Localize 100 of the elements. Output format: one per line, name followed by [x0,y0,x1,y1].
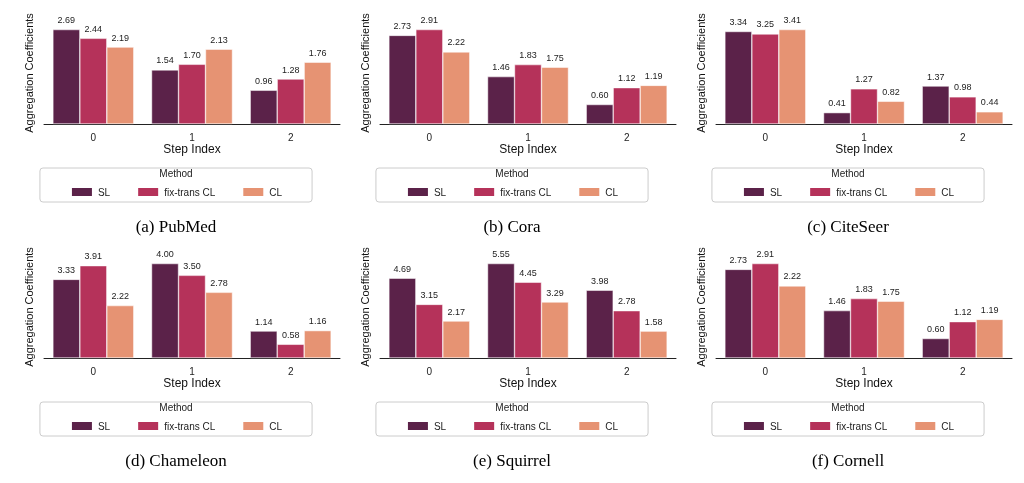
data-label: 3.41 [783,15,802,26]
data-label: 1.75 [882,286,900,297]
data-label: 2.22 [111,291,130,302]
x-tick-label: 2 [623,131,630,143]
data-label: 1.27 [855,74,873,85]
text: (d) Chameleon [125,451,228,470]
data-label: 2.22 [783,271,802,282]
legend-label: SL [769,186,783,198]
x-tick-label: 0 [426,365,433,377]
legend-label: fix-trans CL [836,420,888,432]
x-axis-title: Step Index [835,141,893,156]
x-tick-label: 0 [762,131,769,143]
data-label: 2.22 [447,37,466,48]
x-axis-title: Step Index [499,141,557,156]
x-tick-label: 1 [525,131,532,143]
y-axis-title: Aggregation Coefficients [358,12,371,133]
data-label: 1.19 [980,304,999,315]
data-label: 5.55 [492,249,510,260]
data-label: 3.98 [590,275,609,286]
legend-title: Method [495,401,529,413]
legend-label: fix-trans CL [500,420,552,432]
data-label: 3.33 [57,264,76,275]
data-label: 2.91 [420,15,439,26]
data-label: 2.73 [729,254,748,265]
text: (b) Cora [483,217,542,236]
x-tick-label: 2 [959,131,966,143]
x-axis-title: Step Index [499,375,557,390]
data-label: 2.13 [210,34,228,45]
legend-label: fix-trans CL [500,186,552,198]
legend-label: CL [941,186,955,198]
legend-label: fix-trans CL [164,420,216,432]
legend-title: Method [495,167,529,179]
y-axis-title: Aggregation Coefficients [694,246,707,367]
data-label: 1.46 [492,62,510,73]
x-tick-label: 2 [623,365,630,377]
data-label: 1.14 [254,316,273,327]
data-label: 3.25 [756,19,775,30]
text: (a) PubMed [135,217,217,236]
data-label: 0.41 [828,98,846,109]
x-axis-title: Step Index [163,141,221,156]
legend-title: Method [831,167,865,179]
legend-label: fix-trans CL [836,186,888,198]
x-tick-label: 1 [861,365,868,377]
x-tick-label: 2 [287,131,294,143]
data-label: 2.44 [84,23,103,34]
data-label: 0.98 [953,82,972,93]
x-tick-label: 1 [189,131,196,143]
legend-label: SL [769,420,783,432]
legend-label: SL [97,420,111,432]
x-tick-label: 1 [861,131,868,143]
data-label: 3.29 [546,287,564,298]
data-label: 0.44 [980,97,999,108]
data-label: 0.60 [590,90,609,101]
x-tick-label: 2 [287,365,294,377]
data-label: 1.12 [617,73,636,84]
data-label: 0.60 [926,324,945,335]
x-tick-label: 0 [762,365,769,377]
legend-label: CL [941,420,955,432]
legend-label: SL [97,186,111,198]
legend-title: Method [159,167,193,179]
data-label: 1.16 [308,316,327,327]
legend-label: CL [605,186,619,198]
data-label: 1.76 [308,47,327,58]
data-label: 3.15 [420,289,439,300]
data-label: 1.28 [281,64,300,75]
data-label: 1.58 [644,316,663,327]
x-tick-label: 0 [90,365,97,377]
data-label: 4.00 [156,249,174,260]
x-axis-title: Step Index [835,375,893,390]
legend-title: Method [159,401,193,413]
x-tick-label: 0 [90,131,97,143]
y-axis-title: Aggregation Coefficients [694,12,707,133]
data-label: 1.19 [644,70,663,81]
y-axis-title: Aggregation Coefficients [22,12,35,133]
y-axis-title: Aggregation Coefficients [22,246,35,367]
text: (c) CiteSeer [807,217,890,236]
legend-label: CL [269,186,283,198]
data-label: 2.91 [756,249,775,260]
data-label: 2.78 [617,296,636,307]
x-axis-title: Step Index [163,375,221,390]
text: (f) Cornell [811,451,885,470]
y-axis-title: Aggregation Coefficients [358,246,371,367]
data-label: 1.70 [183,49,201,60]
data-label: 3.91 [84,251,103,262]
data-label: 2.19 [111,32,130,43]
legend-title: Method [831,401,865,413]
x-tick-label: 1 [525,365,532,377]
data-label: 1.46 [828,296,846,307]
data-label: 1.54 [156,55,174,66]
data-label: 2.78 [210,277,228,288]
legend-label: SL [433,186,447,198]
x-tick-label: 1 [189,365,196,377]
data-label: 1.12 [953,307,972,318]
text: (e) Squirrel [473,451,552,470]
data-label: 1.75 [546,52,564,63]
data-label: 0.58 [281,329,300,340]
data-label: 1.83 [855,284,873,295]
x-tick-label: 0 [426,131,433,143]
data-label: 1.83 [519,50,537,61]
data-label: 3.34 [729,16,748,27]
